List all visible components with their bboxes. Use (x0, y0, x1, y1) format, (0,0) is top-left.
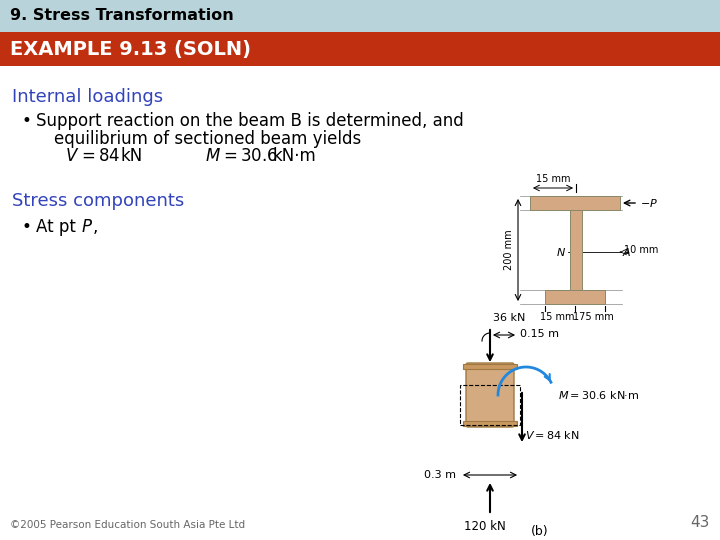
Text: kN: kN (120, 147, 143, 165)
Bar (463, 364, 517, 369)
Text: $V$: $V$ (65, 147, 79, 165)
Bar (0, 0, 720, 32)
Text: $P$: $P$ (81, 218, 93, 236)
Text: $= 30.6$: $= 30.6$ (220, 147, 279, 165)
Text: 0.15 m: 0.15 m (520, 329, 559, 339)
Text: •: • (22, 218, 32, 236)
Text: 200 mm: 200 mm (504, 230, 514, 271)
Text: $M$: $M$ (205, 147, 221, 165)
Text: $-P$: $-P$ (640, 197, 658, 209)
Bar (0, 32, 720, 66)
Text: •: • (22, 112, 32, 130)
Text: $V= 84$ kN: $V= 84$ kN (525, 429, 580, 441)
Text: kN·m: kN·m (272, 147, 316, 165)
Text: $M= 30.6$ kN·m: $M= 30.6$ kN·m (558, 389, 639, 401)
Text: 15 mm: 15 mm (536, 174, 570, 184)
Text: 10 mm: 10 mm (624, 245, 658, 255)
Bar (463, 421, 517, 426)
Bar (530, 196, 620, 210)
Text: equilibrium of sectioned beam yields: equilibrium of sectioned beam yields (54, 130, 361, 148)
Text: Stress components: Stress components (12, 192, 184, 210)
Text: 120 kN: 120 kN (464, 520, 506, 533)
Text: EXAMPLE 9.13 (SOLN): EXAMPLE 9.13 (SOLN) (10, 39, 251, 58)
Text: 175 mm: 175 mm (572, 312, 613, 322)
Text: $N$: $N$ (556, 246, 566, 258)
Text: ©2005 Pearson Education South Asia Pte Ltd: ©2005 Pearson Education South Asia Pte L… (10, 520, 245, 530)
FancyBboxPatch shape (466, 363, 514, 427)
Bar (570, 210, 582, 290)
Text: 0.3 m: 0.3 m (424, 470, 456, 480)
Text: $A$: $A$ (622, 246, 631, 258)
Text: 9. Stress Transformation: 9. Stress Transformation (10, 9, 234, 24)
Text: (b): (b) (531, 525, 549, 538)
Text: ,: , (93, 218, 99, 236)
Text: 43: 43 (690, 515, 710, 530)
Text: Internal loadings: Internal loadings (12, 88, 163, 106)
Text: Support reaction on the beam B is determined, and: Support reaction on the beam B is determ… (36, 112, 464, 130)
Text: 36 kN: 36 kN (493, 313, 526, 323)
Bar (460, 385, 520, 425)
Text: 15 mm: 15 mm (540, 312, 575, 322)
Text: $= 84$: $= 84$ (78, 147, 120, 165)
Bar (545, 290, 605, 304)
Text: At pt: At pt (36, 218, 81, 236)
